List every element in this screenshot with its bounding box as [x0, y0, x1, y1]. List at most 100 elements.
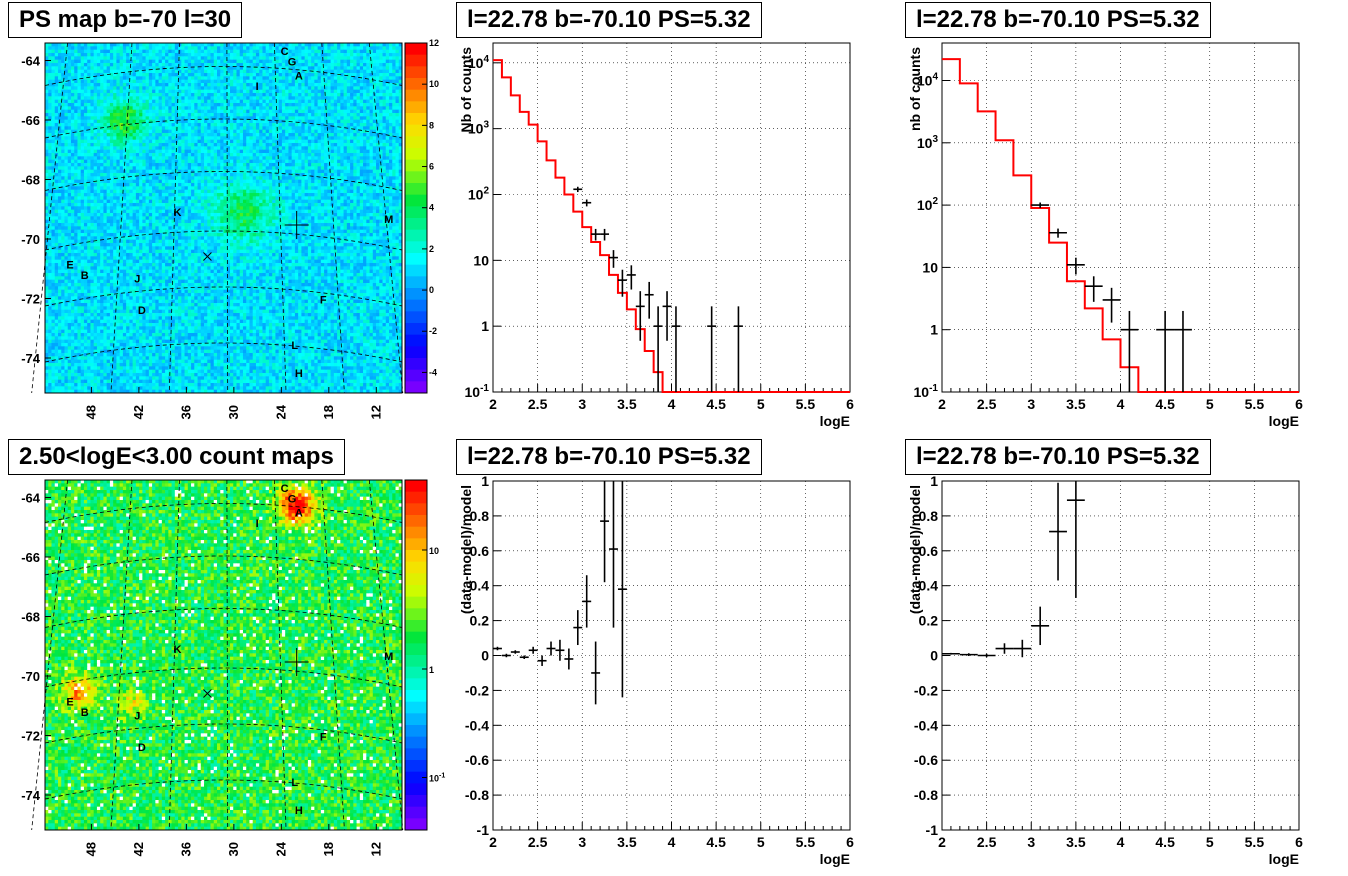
x-tick-label: 3.5	[617, 834, 637, 850]
y-tick-label: -0.8	[914, 787, 938, 803]
y-tick-label: -0.2	[465, 682, 489, 698]
data-point	[1049, 483, 1067, 581]
color-scale-step	[405, 148, 427, 160]
color-scale-step	[405, 230, 427, 242]
y-tick-label: -1	[477, 822, 490, 838]
data-point	[978, 654, 996, 657]
y-axis-label: nb of counts	[907, 47, 923, 131]
x-tick-label: 48	[83, 842, 98, 856]
data-point	[502, 654, 511, 657]
color-scale-step	[405, 218, 427, 230]
y-tick-label: 1	[481, 318, 489, 334]
data-point	[547, 642, 556, 656]
x-tick-label: 5.5	[796, 834, 816, 850]
data-point	[582, 199, 591, 206]
source-label: E	[66, 260, 73, 272]
data-point	[564, 649, 573, 670]
x-tick-label: 5	[757, 834, 765, 850]
data-point	[636, 291, 645, 341]
color-scale-step	[405, 195, 427, 207]
source-label: D	[138, 742, 146, 754]
color-scale-step	[405, 346, 427, 358]
color-scale-step	[405, 597, 427, 609]
model-histogram-line	[942, 59, 1299, 392]
data-point	[672, 306, 681, 392]
data-point	[529, 647, 538, 654]
source-label: B	[81, 707, 89, 719]
y-tick-label: -0.4	[914, 717, 938, 733]
x-tick-label: 36	[178, 405, 193, 419]
data-point	[1049, 229, 1067, 238]
x-tick-label: 3.5	[1066, 834, 1086, 850]
data-point	[1031, 607, 1049, 645]
y-tick-label: 10	[473, 252, 489, 268]
source-label: E	[66, 697, 73, 709]
source-label: K	[174, 644, 182, 656]
z-tick-label: 12	[429, 38, 439, 48]
data-point	[996, 643, 1014, 653]
color-scale-step	[405, 370, 427, 382]
x-tick-label: 5.5	[1245, 834, 1265, 850]
data-point	[582, 575, 591, 627]
source-label: F	[320, 732, 327, 744]
y-tick-label: 0	[930, 648, 938, 664]
x-tick-label: 4.5	[1155, 834, 1175, 850]
x-tick-label: 3	[578, 834, 586, 850]
data-point	[591, 642, 600, 705]
x-tick-label: 2	[938, 834, 946, 850]
source-label: I	[256, 518, 259, 530]
source-label: A	[295, 508, 303, 520]
z-tick-label: -4	[429, 367, 437, 377]
color-scale-step	[405, 748, 427, 760]
x-tick-label: 5	[757, 396, 765, 412]
color-scale-step	[405, 503, 427, 515]
source-label: K	[174, 207, 182, 219]
source-label: H	[295, 368, 303, 380]
x-tick-label: 30	[226, 405, 241, 419]
color-scale-step	[405, 358, 427, 370]
data-point	[942, 653, 960, 655]
x-tick-label: 12	[368, 842, 383, 856]
z-tick-label: 1	[429, 665, 434, 675]
source-label: M	[384, 214, 393, 226]
color-scale-step	[405, 136, 427, 148]
x-tick-label: 24	[273, 404, 288, 419]
color-scale-step	[405, 538, 427, 550]
z-tick-label: 6	[429, 162, 434, 172]
y-axis-label: (data-model)/model	[907, 485, 923, 614]
spectrum-2-title: l=22.78 b=-70.10 PS=5.32	[905, 2, 1211, 38]
y-tick-label: -66	[21, 550, 40, 565]
x-axis-label: logE	[1269, 851, 1299, 867]
y-tick-label: 102	[917, 196, 939, 213]
source-label: H	[295, 805, 303, 817]
source-label: J	[134, 274, 140, 286]
x-tick-label: 18	[321, 842, 336, 856]
color-scale-step	[405, 562, 427, 574]
model-histogram-line	[493, 60, 850, 392]
x-tick-label: 5	[1206, 834, 1214, 850]
x-tick-label: 2	[489, 396, 497, 412]
color-scale-step	[405, 253, 427, 265]
data-point	[618, 481, 627, 697]
color-scale-step	[405, 702, 427, 714]
heatmap-cells	[45, 480, 402, 830]
data-point	[493, 647, 502, 650]
color-scale-step	[405, 66, 427, 78]
x-tick-label: 12	[368, 405, 383, 419]
x-tick-label: 3.5	[617, 396, 637, 412]
x-tick-label: 6	[1295, 834, 1303, 850]
x-tick-label: 3	[1027, 834, 1035, 850]
source-label: F	[320, 295, 327, 307]
z-tick-label: -2	[429, 326, 437, 336]
z-tick-label: 10	[429, 79, 439, 89]
color-scale-step	[405, 632, 427, 644]
z-tick-label: 10	[429, 546, 439, 556]
color-scale-step	[405, 101, 427, 113]
data-point	[573, 187, 582, 192]
y-tick-label: 102	[468, 185, 490, 202]
heatmap-cells	[45, 43, 402, 393]
y-tick-label: -0.6	[465, 752, 489, 768]
color-scale-step	[405, 620, 427, 632]
plot-grid	[493, 43, 850, 392]
